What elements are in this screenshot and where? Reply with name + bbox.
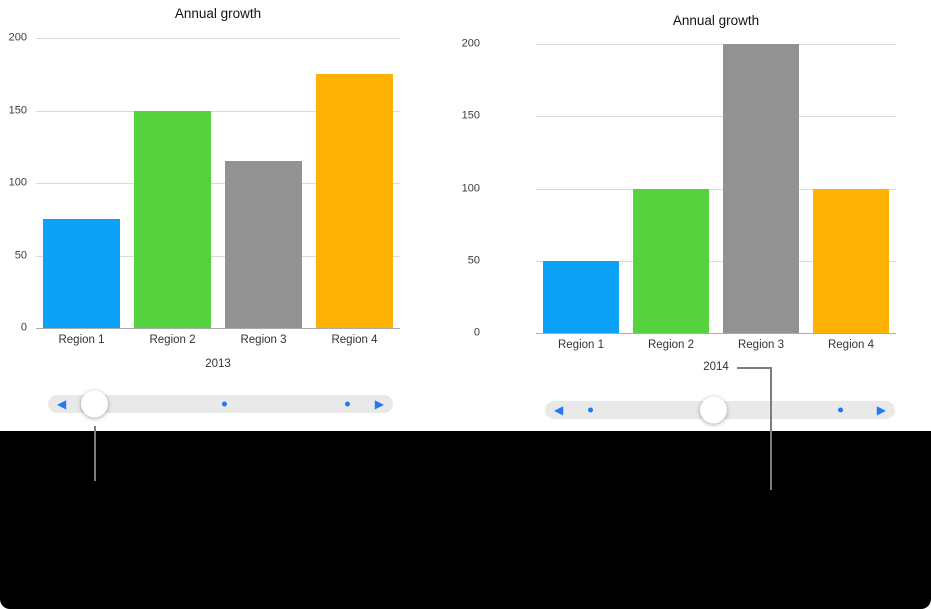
gridline [36, 183, 400, 184]
x-axis-category-label: Region 1 [58, 334, 105, 346]
slider-next-icon[interactable]: ▶ [374, 397, 384, 411]
y-axis-tick-label: 200 [8, 31, 27, 44]
x-axis-category-label: Region 2 [647, 339, 695, 351]
bar-region-2[interactable] [133, 110, 212, 328]
x-axis-category-label: Region 2 [149, 334, 196, 346]
x-axis-labels: Region 1 Region 2 Region 3 Region 4 [36, 334, 400, 346]
bar-region-4[interactable] [812, 188, 890, 333]
bars-group [536, 44, 896, 333]
x-axis-category-label: Region 3 [737, 339, 785, 351]
chart-scrubber-2013[interactable]: ◀ ▶ [48, 390, 393, 418]
x-axis-category-label: Region 3 [240, 334, 287, 346]
bar-cell [36, 38, 127, 328]
y-axis-tick-label: 100 [8, 176, 27, 189]
bar-cell [309, 38, 400, 328]
y-axis-tick-label: 100 [461, 182, 480, 194]
bar-cell [218, 38, 309, 328]
x-axis-labels: Region 1 Region 2 Region 3 Region 4 [536, 339, 896, 351]
gridline [536, 188, 896, 190]
bar-chart-2013: 0 50 100 150 200 [9, 32, 400, 333]
bar-region-1[interactable] [542, 260, 620, 333]
slider-dot[interactable] [588, 407, 593, 413]
gridline [536, 260, 896, 262]
bar-region-2[interactable] [632, 188, 710, 333]
chart-title: Annual growth [174, 6, 262, 21]
y-axis-tick-label: 200 [461, 37, 480, 50]
slider-dot[interactable] [345, 401, 350, 407]
bars-group [36, 38, 400, 328]
gridline [36, 110, 400, 112]
x-axis-category-label: Region 4 [331, 334, 378, 346]
chart-scrubber-2014[interactable]: ◀ ▶ [545, 396, 895, 424]
bar-cell [626, 44, 716, 333]
callout-line [94, 426, 96, 481]
bar-region-4[interactable] [315, 74, 394, 328]
gridline [36, 255, 400, 257]
slider-dot[interactable] [222, 401, 227, 407]
bar-region-3[interactable] [722, 44, 800, 333]
x-axis-title: 2014 [703, 361, 729, 373]
bar-cell [716, 44, 806, 333]
slider-next-icon[interactable]: ▶ [876, 403, 886, 417]
caption-area [0, 431, 931, 609]
bar-region-3[interactable] [224, 161, 303, 328]
callout-line [737, 367, 772, 369]
y-axis-tick-label: 150 [8, 104, 27, 116]
chart-title: Annual growth [672, 13, 760, 28]
x-axis-title: 2013 [205, 358, 231, 370]
slider-handle[interactable] [81, 390, 108, 418]
bar-chart-2014: 0 50 100 150 200 [462, 38, 896, 338]
y-axis-tick-label: 50 [467, 254, 480, 267]
bar-region-1[interactable] [42, 219, 121, 328]
bar-cell [806, 44, 896, 333]
bar-cell [127, 38, 218, 328]
y-axis-tick-label: 50 [14, 249, 27, 261]
slider-previous-icon[interactable]: ◀ [57, 397, 67, 411]
gridline [36, 328, 400, 329]
slider-handle[interactable] [700, 396, 727, 424]
slider-dot[interactable] [838, 407, 843, 413]
bar-cell [536, 44, 626, 333]
x-axis-category-label: Region 1 [557, 339, 605, 351]
slider-previous-icon[interactable]: ◀ [554, 403, 564, 417]
x-axis-category-label: Region 4 [827, 339, 875, 351]
gridline [536, 44, 896, 45]
gridline [36, 38, 400, 39]
gridline [536, 116, 896, 118]
y-axis-tick-label: 0 [473, 326, 480, 339]
y-axis-tick-label: 150 [461, 109, 480, 122]
y-axis-tick-label: 0 [20, 321, 27, 334]
callout-line [770, 367, 772, 490]
gridline [536, 333, 896, 334]
